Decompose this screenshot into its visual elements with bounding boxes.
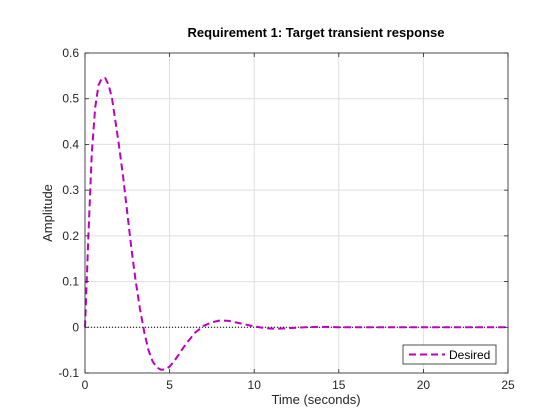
y-tick-label: 0.6 (62, 46, 79, 60)
x-tick-label: 25 (501, 378, 515, 392)
chart-title: Requirement 1: Target transient response (188, 25, 445, 40)
y-axis-label: Amplitude (40, 184, 55, 242)
y-tick-label: 0.5 (62, 92, 79, 106)
legend: Desired (402, 344, 497, 365)
x-tick-label: 20 (417, 378, 431, 392)
series-line-desired (84, 77, 508, 371)
y-axis: -0.1 0 0.1 0.2 0.3 0.4 0.5 0.6 (58, 46, 508, 380)
x-tick-label: 10 (248, 378, 262, 392)
x-tick-label: 0 (82, 378, 89, 392)
legend-box (402, 344, 497, 365)
y-tick-label: -0.1 (58, 366, 79, 380)
legend-label: Desired (449, 348, 490, 362)
x-axis-label: Time (seconds) (271, 392, 360, 407)
series-layer (84, 77, 508, 371)
x-tick-label: 5 (166, 378, 173, 392)
plot-frame (84, 52, 509, 374)
y-tick-label: 0.4 (62, 137, 79, 151)
x-tick-label: 15 (332, 378, 346, 392)
y-tick-label: 0.2 (62, 229, 79, 243)
y-tick-label: 0.3 (62, 183, 79, 197)
y-tick-label: 0.1 (62, 275, 79, 289)
plot-area (85, 53, 508, 373)
x-axis: 0 5 10 15 20 25 (82, 53, 515, 392)
y-tick-label: 0 (72, 320, 79, 334)
